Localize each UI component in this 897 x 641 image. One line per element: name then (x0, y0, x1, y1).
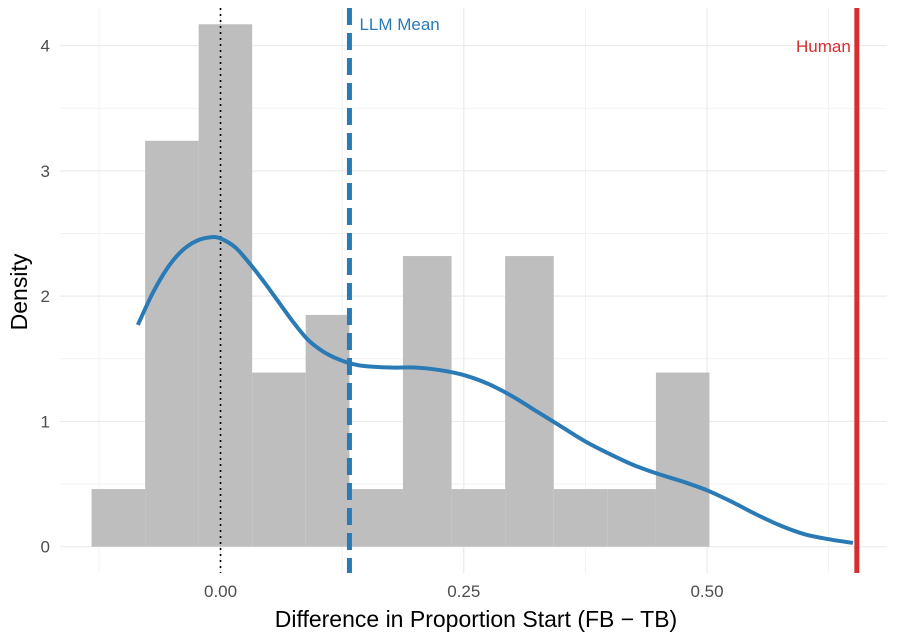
histogram-bars (91, 24, 710, 547)
y-tick-label: 0 (41, 538, 50, 557)
histogram-bar (655, 372, 710, 547)
x-axis-title: Difference in Proportion Start (FB − TB) (275, 606, 677, 632)
density-curve-group (136, 235, 854, 545)
histogram-bar (505, 256, 554, 547)
y-tick-label: 4 (41, 37, 50, 56)
histogram-bar (305, 314, 350, 547)
density-curve (136, 235, 854, 545)
histogram-bar (145, 140, 199, 547)
histogram-bar (198, 24, 253, 547)
x-tick-label: 0.25 (447, 582, 480, 601)
reference-lines (219, 8, 860, 573)
annotations: LLM Mean Human (359, 15, 850, 56)
histogram-bar (451, 489, 506, 547)
histogram-bar (553, 489, 608, 547)
histogram-bar (607, 489, 656, 547)
llm-mean-label: LLM Mean (359, 15, 439, 34)
y-tick-label: 3 (41, 162, 50, 181)
histogram-bar (402, 256, 452, 547)
histogram-bar (91, 489, 146, 547)
x-tick-label: 0.50 (690, 582, 723, 601)
x-tick-label: 0.00 (204, 582, 237, 601)
y-axis-ticks: 0 1 2 3 4 (41, 37, 50, 557)
histogram-bar (349, 489, 403, 547)
y-tick-label: 2 (41, 287, 50, 306)
human-label: Human (796, 37, 851, 56)
histogram-bar (252, 372, 306, 547)
y-axis-title: Density (6, 253, 32, 330)
y-tick-label: 1 (41, 412, 50, 431)
x-axis-ticks: 0.00 0.25 0.50 (204, 582, 724, 601)
